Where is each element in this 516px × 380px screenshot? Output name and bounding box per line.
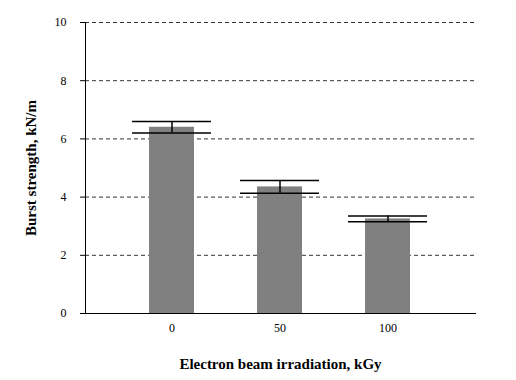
svg-text:100: 100 [379,321,397,335]
svg-text:Electron beam irradiation, kGy: Electron beam irradiation, kGy [179,356,382,372]
svg-text:8: 8 [61,74,67,88]
svg-text:50: 50 [274,321,286,335]
svg-text:0: 0 [61,306,67,320]
svg-text:6: 6 [61,132,67,146]
svg-text:0: 0 [169,321,175,335]
svg-text:10: 10 [55,15,67,29]
svg-text:Burst strength, kN/m: Burst strength, kN/m [23,100,39,236]
svg-text:4: 4 [61,190,67,204]
svg-text:2: 2 [61,248,67,262]
